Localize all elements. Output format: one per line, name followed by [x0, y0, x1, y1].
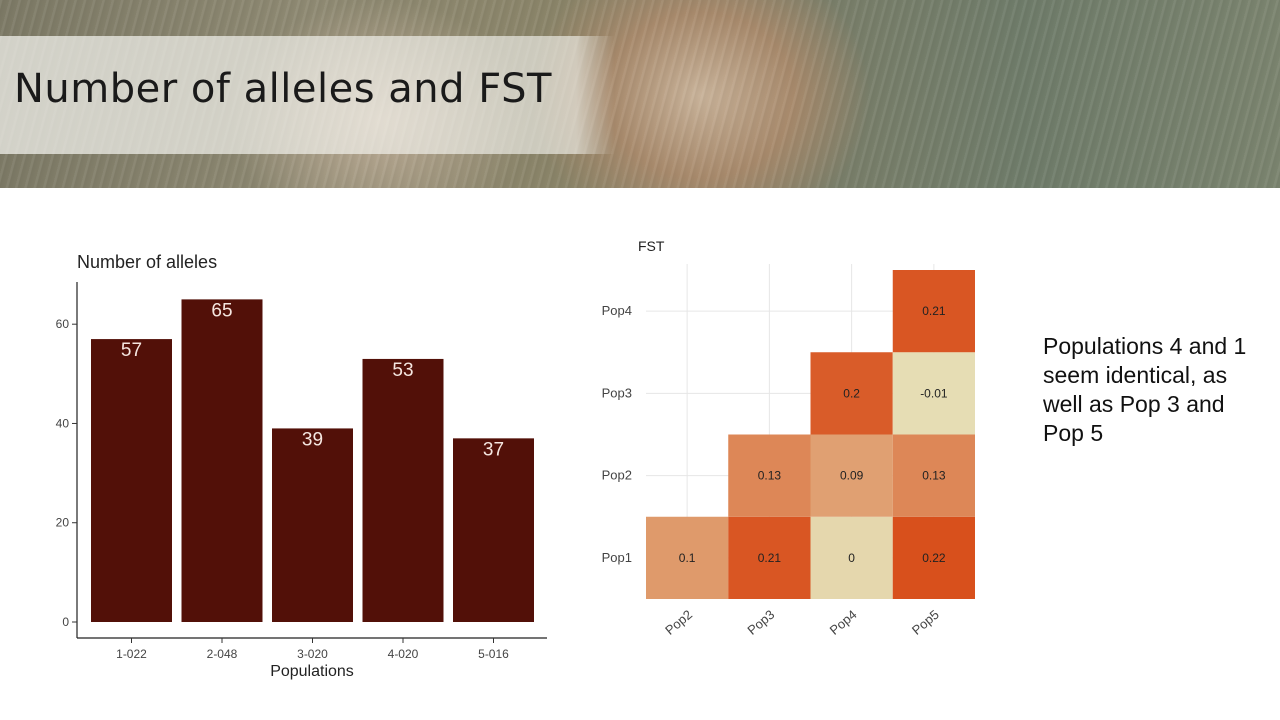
heat-cell-label: 0.13 — [922, 469, 946, 483]
heatmap-x-label: Pop4 — [827, 607, 860, 638]
x-axis-title: Populations — [270, 663, 354, 680]
bar-4-020 — [362, 358, 444, 622]
heat-cell-label: 0 — [848, 551, 855, 565]
heatmap-x-label: Pop5 — [909, 607, 942, 638]
heat-cell-Pop1-Pop2 — [646, 516, 729, 599]
header-banner-photo: Number of alleles and FST — [0, 0, 1280, 188]
heatmap-x-label: Pop3 — [744, 607, 777, 638]
heatmap-y-label: Pop4 — [602, 303, 632, 318]
heat-cell-label: 0.13 — [758, 469, 782, 483]
heat-cell-Pop1-Pop3 — [728, 516, 811, 599]
bar-2-048 — [181, 299, 263, 622]
heat-cell-label: 0.21 — [758, 551, 782, 565]
y-tick-label: 20 — [56, 516, 70, 530]
fst-heatmap: FST 0.1 0.21 0 0.22 0.13 0.09 0.13 0.2 -0.01 0.21 P… — [602, 238, 975, 638]
bar-chart: Number of alleles 0 20 40 60 57 1-022 65 2-048 39… — [56, 252, 547, 680]
heat-cell-Pop2-Pop3 — [728, 434, 811, 517]
heatmap-x-label: Pop2 — [662, 607, 695, 638]
heat-cell-Pop3-Pop4 — [810, 352, 893, 435]
heatmap-y-label: Pop3 — [602, 385, 632, 400]
bar-value-label: 53 — [392, 360, 413, 381]
x-tick-label: 2-048 — [207, 647, 238, 661]
y-tick-label: 40 — [56, 416, 70, 430]
heat-cell-Pop2-Pop5 — [892, 434, 975, 517]
x-tick-label: 3-020 — [297, 647, 328, 661]
bar-3-020 — [272, 428, 353, 622]
heatmap-title: FST — [638, 238, 665, 254]
bar-value-label: 65 — [211, 300, 232, 321]
heat-cell-label: -0.01 — [920, 386, 948, 400]
heat-cell-Pop2-Pop4 — [810, 434, 893, 517]
bar-value-label: 39 — [302, 429, 323, 450]
heat-cell-label: 0.1 — [679, 551, 696, 565]
heat-cell-label: 0.21 — [922, 304, 946, 318]
heatmap-y-label: Pop1 — [602, 550, 632, 565]
page-title: Number of alleles and FST — [14, 66, 552, 112]
heat-cell-Pop3-Pop5 — [892, 352, 975, 435]
y-tick-label: 60 — [56, 317, 70, 331]
heat-cell-Pop1-Pop5 — [892, 516, 975, 599]
heat-cell-label: 0.2 — [843, 386, 860, 400]
bar-value-label: 37 — [483, 439, 504, 460]
heat-cell-Pop1-Pop4 — [810, 516, 893, 599]
y-tick-label: 0 — [62, 615, 69, 629]
title-bar — [0, 36, 1280, 154]
bar-chart-title: Number of alleles — [77, 252, 217, 272]
bar-5-016 — [453, 438, 534, 622]
heat-cell-label: 0.09 — [840, 469, 864, 483]
side-note: Populations 4 and 1 seem identical, as w… — [1043, 333, 1247, 446]
heat-cell-Pop4-Pop5 — [892, 270, 975, 353]
x-tick-label: 5-016 — [478, 647, 509, 661]
heatmap-y-label: Pop2 — [602, 468, 632, 483]
bar-1-022 — [91, 339, 172, 622]
x-tick-label: 4-020 — [388, 647, 419, 661]
heat-cell-label: 0.22 — [922, 551, 946, 565]
bar-value-label: 57 — [121, 340, 142, 361]
x-tick-label: 1-022 — [116, 647, 147, 661]
